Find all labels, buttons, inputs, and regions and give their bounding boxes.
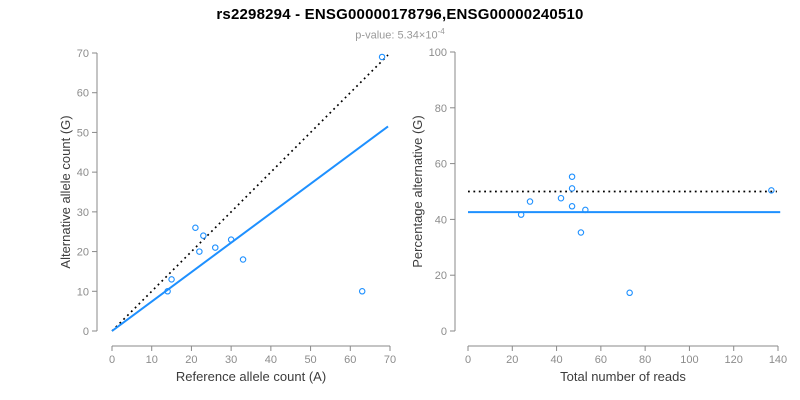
data-point [517,211,525,218]
chart-header: rs2298294 - ENSG00000178796,ENSG00000240… [0,0,800,42]
x-tick-label: 20 [185,354,197,366]
x-tick-label: 0 [465,354,471,366]
data-point [358,288,366,295]
x-tick-label: 0 [109,354,115,366]
x-tick-label: 80 [639,354,651,366]
chart-title: rs2298294 - ENSG00000178796,ENSG00000240… [216,6,584,23]
y-tick-label: 20 [77,247,89,259]
pvalue-text: p-value: 5.34×10 [355,29,438,42]
data-point [239,256,247,263]
y-tick-label: 10 [77,286,89,298]
y-tick-label: 40 [77,167,89,179]
data-point [626,289,633,297]
y-tick-label: 80 [435,103,447,115]
y-tick-label: 0 [83,326,89,338]
y-axis-title: Percentage alternative (G) [410,115,425,267]
y-tick-label: 60 [435,159,447,171]
x-tick-label: 60 [595,354,607,366]
y-tick-label: 30 [77,207,89,219]
data-point [227,236,235,243]
data-point [378,53,386,61]
identity-line [111,54,389,332]
x-tick-label: 120 [725,354,743,366]
x-tick-label: 20 [506,354,518,366]
data-point [568,185,576,192]
y-tick-label: 50 [77,127,89,139]
x-axis-title: Reference allele count (A) [176,369,326,384]
data-point [196,248,203,255]
data-point [526,198,534,205]
x-tick-label: 50 [304,354,316,366]
x-tick-label: 100 [680,354,698,366]
data-point [192,224,199,231]
data-point [164,288,171,295]
data-point [212,244,219,251]
pvalue-subtitle: p-value: 5.34×10-4 [0,27,800,42]
x-tick-label: 40 [265,354,277,366]
x-tick-label: 10 [146,354,158,366]
y-tick-label: 0 [441,326,447,338]
fit-line [111,125,389,332]
y-tick-label: 60 [77,88,89,100]
x-axis-title: Total number of reads [560,369,686,384]
data-point [568,203,576,210]
allele-counts-points [164,53,386,295]
percentage-vs-reads-plot: 0 20 40 60 80 100 0 20 40 60 80 100 120 140 Total numb… [410,47,787,384]
x-tick-label: 140 [769,354,787,366]
allele-counts-plot: 0 10 20 30 40 50 60 70 0 10 20 30 40 50 60 70 Reference … [58,48,396,384]
y-axis-title: Alternative allele count (G) [58,115,73,268]
x-tick-label: 40 [550,354,562,366]
y-tick-label: 20 [435,270,447,282]
y-tick-label: 100 [429,47,447,59]
x-tick-label: 30 [225,354,237,366]
x-tick-label: 70 [384,354,396,366]
data-point [768,187,775,194]
data-point [557,194,565,202]
data-point [168,276,175,283]
data-point [568,173,576,180]
y-tick-label: 70 [77,48,89,60]
y-tick-label: 40 [435,214,447,226]
x-tick-label: 60 [344,354,356,366]
pvalue-exponent: -4 [437,27,445,36]
percentage-vs-reads-points [517,173,775,297]
data-point [200,232,207,239]
data-point [582,206,589,214]
data-point [577,229,585,236]
